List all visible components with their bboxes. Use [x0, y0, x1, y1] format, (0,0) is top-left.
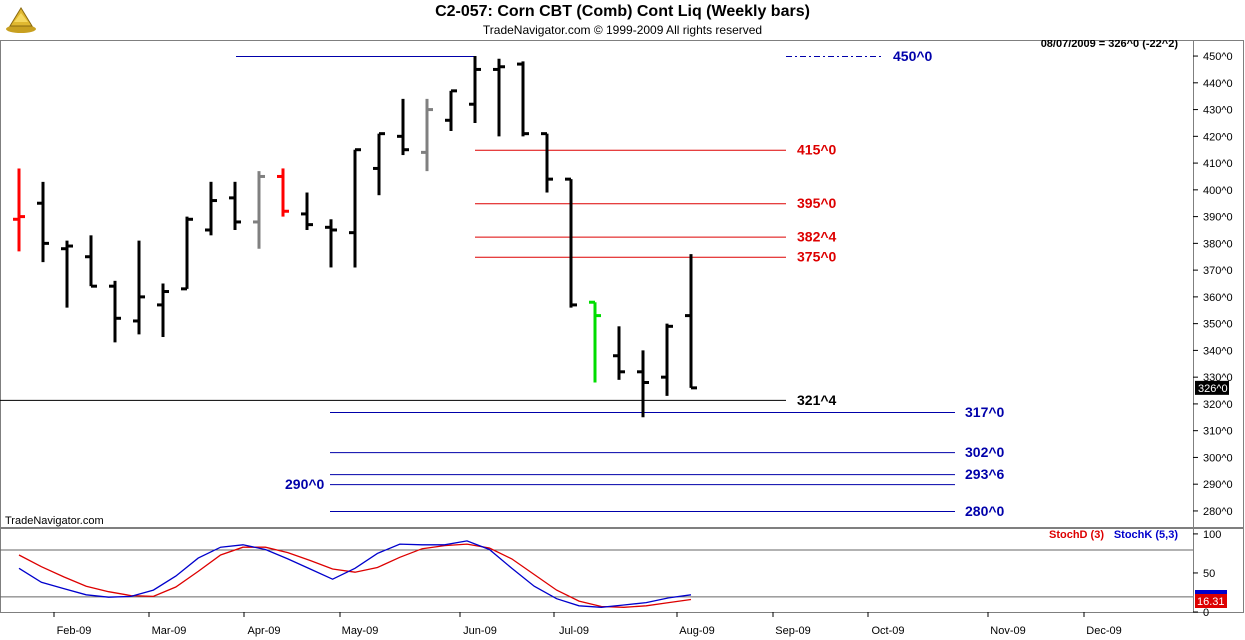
y-tick-label: 370^0: [1203, 265, 1233, 277]
y-tick-label: 380^0: [1203, 238, 1233, 250]
chart-subtitle: TradeNavigator.com © 1999-2009 All right…: [482, 23, 763, 37]
level-label: 382^4: [797, 229, 837, 245]
level-label: 375^0: [797, 249, 837, 265]
level-label: 450^0: [893, 48, 933, 64]
x-axis-band: [0, 613, 1245, 640]
y-tick-label: 420^0: [1203, 131, 1233, 143]
stoch-last-value: 16.31: [1197, 596, 1225, 608]
chart-header: C2-057: Corn CBT (Comb) Cont Liq (Weekly…: [0, 0, 1245, 40]
x-tick-label: Oct-09: [871, 625, 904, 637]
y-tick-label: 450^0: [1203, 51, 1233, 63]
y-tick-label: 340^0: [1203, 345, 1233, 357]
y-tick-label: 310^0: [1203, 426, 1233, 438]
y-tick-label: 360^0: [1203, 292, 1233, 304]
last-price-box: [1195, 380, 1229, 395]
x-tick-label: Nov-09: [990, 625, 1025, 637]
stoch-y-tick-label: 0: [1203, 607, 1209, 619]
stoch-series-line: [18, 543, 692, 608]
level-label: 395^0: [797, 195, 837, 211]
stoch-series-line: [18, 540, 692, 608]
x-tick-label: Sep-09: [775, 625, 810, 637]
y-tick-label: 300^0: [1203, 452, 1233, 464]
legend-stochd: StochD (3): [1049, 529, 1104, 541]
level-label: 415^0: [797, 142, 837, 158]
price-panel: [0, 40, 1244, 528]
x-tick-label: Mar-09: [152, 625, 187, 637]
stochastic-panel: [0, 528, 1244, 613]
legend-stochk: StochK (5,3): [1114, 529, 1179, 541]
last-price-label: 326^0: [1198, 383, 1228, 395]
stoch-d-value-box: [1195, 594, 1227, 608]
x-tick-label: Apr-09: [247, 625, 280, 637]
y-tick-label: 410^0: [1203, 158, 1233, 170]
y-tick-label: 400^0: [1203, 185, 1233, 197]
x-tick-label: May-09: [342, 625, 379, 637]
y-tick-label: 280^0: [1203, 506, 1233, 518]
y-tick-label: 440^0: [1203, 78, 1233, 90]
y-tick-label: 290^0: [1203, 479, 1233, 491]
stoch-y-tick-label: 100: [1203, 529, 1221, 541]
stoch-y-tick-label: 50: [1203, 568, 1215, 580]
x-tick-label: Feb-09: [57, 625, 92, 637]
watermark: TradeNavigator.com: [5, 515, 104, 527]
chart-title: C2-057: Corn CBT (Comb) Cont Liq (Weekly…: [435, 3, 810, 20]
status-line: 08/07/2009 = 326^0 (-22^2): [1041, 38, 1179, 50]
x-tick-label: Jul-09: [559, 625, 589, 637]
level-label: 290^0: [285, 476, 325, 492]
x-tick-label: Jun-09: [463, 625, 497, 637]
y-tick-label: 350^0: [1203, 319, 1233, 331]
y-tick-label: 430^0: [1203, 105, 1233, 117]
y-tick-label: 320^0: [1203, 399, 1233, 411]
level-label: 302^0: [965, 444, 1005, 460]
y-tick-label: 390^0: [1203, 212, 1233, 224]
x-tick-label: Aug-09: [679, 625, 714, 637]
x-tick-label: Dec-09: [1086, 625, 1121, 637]
trade-navigator-logo-icon: [4, 4, 38, 34]
level-label: 317^0: [965, 404, 1005, 420]
level-label: 293^6: [965, 466, 1005, 482]
level-label: 280^0: [965, 503, 1005, 519]
level-label: 321^4: [797, 392, 837, 408]
